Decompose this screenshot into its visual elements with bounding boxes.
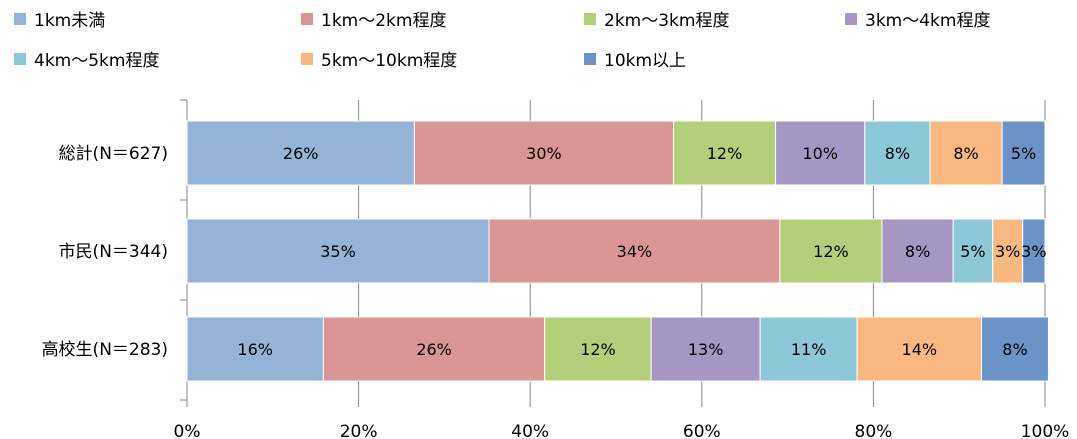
x-tick-label: 0%	[174, 422, 201, 439]
data-label: 12%	[813, 242, 849, 261]
data-label: 8%	[885, 144, 910, 163]
legend-swatch	[584, 12, 596, 25]
bar-segment	[650, 316, 761, 382]
legend-item: 2km～3km程度	[584, 6, 729, 31]
data-label: 5%	[960, 242, 985, 261]
data-label: 3%	[995, 242, 1020, 261]
bar-segment	[759, 316, 858, 382]
legend-item: 1km～2km程度	[301, 6, 446, 31]
bar-segment	[864, 120, 931, 186]
bar-segment	[1001, 120, 1046, 186]
data-label: 30%	[526, 144, 562, 163]
bar-segment	[856, 316, 983, 382]
legend-label: 1km未満	[34, 11, 106, 31]
legend-swatch	[584, 52, 596, 65]
legend: 1km未満 1km～2km程度 2km～3km程度 3km～4km程度 4km～5km程…	[14, 6, 1074, 86]
bar-segment	[775, 120, 866, 186]
legend-item: 4km～5km程度	[14, 46, 159, 71]
x-tick-label: 60%	[683, 422, 721, 439]
bar-segment	[981, 316, 1049, 382]
bar-segment	[672, 120, 777, 186]
legend-swatch	[14, 12, 26, 25]
bar-segment	[952, 218, 994, 284]
legend-swatch	[301, 52, 313, 65]
category-label: 市民(N＝344)	[59, 242, 168, 262]
data-label: 12%	[580, 340, 616, 359]
data-label: 26%	[283, 144, 319, 163]
data-label: 10%	[802, 144, 838, 163]
legend-label: 2km～3km程度	[604, 11, 730, 31]
data-label: 26%	[416, 340, 452, 359]
category-label: 総計(N＝627)	[59, 144, 168, 164]
data-label: 5%	[1011, 144, 1036, 163]
data-label: 14%	[902, 340, 938, 359]
bar-segment	[186, 218, 490, 284]
data-label: 8%	[1002, 340, 1027, 359]
legend-item: 3km～4km程度	[845, 6, 990, 31]
legend-swatch	[845, 12, 857, 25]
x-tick-label: 20%	[340, 422, 378, 439]
legend-swatch	[301, 12, 313, 25]
legend-label: 1km～2km程度	[321, 11, 447, 31]
category-label: 高校生(N＝283)	[42, 340, 168, 360]
bar-segment	[322, 316, 546, 382]
x-tick-label: 100%	[1021, 422, 1070, 439]
bar-segment	[1022, 218, 1046, 284]
x-tick-label: 80%	[855, 422, 893, 439]
bar-segment	[488, 218, 781, 284]
bar-segment	[186, 120, 415, 186]
data-label: 16%	[237, 340, 273, 359]
legend-item: 1km未満	[14, 6, 105, 31]
legend-label: 3km～4km程度	[865, 11, 991, 31]
legend-label: 5km～10km程度	[321, 51, 458, 71]
data-label: 8%	[953, 144, 978, 163]
bar-segment	[992, 218, 1024, 284]
legend-label: 10km以上	[604, 51, 687, 71]
legend-swatch	[14, 52, 26, 65]
data-label: 8%	[905, 242, 930, 261]
data-label: 3%	[1021, 242, 1046, 261]
x-tick-label: 40%	[511, 422, 549, 439]
bar-segment	[413, 120, 674, 186]
bar-segment	[779, 218, 883, 284]
data-label: 35%	[320, 242, 356, 261]
legend-item: 10km以上	[584, 46, 686, 71]
data-label: 11%	[791, 340, 827, 359]
bar-segment	[881, 218, 954, 284]
bar-segment	[929, 120, 1003, 186]
legend-label: 4km～5km程度	[34, 51, 160, 71]
data-label: 34%	[617, 242, 653, 261]
legend-item: 5km～10km程度	[301, 46, 457, 71]
data-label: 13%	[688, 340, 724, 359]
data-label: 12%	[707, 144, 743, 163]
